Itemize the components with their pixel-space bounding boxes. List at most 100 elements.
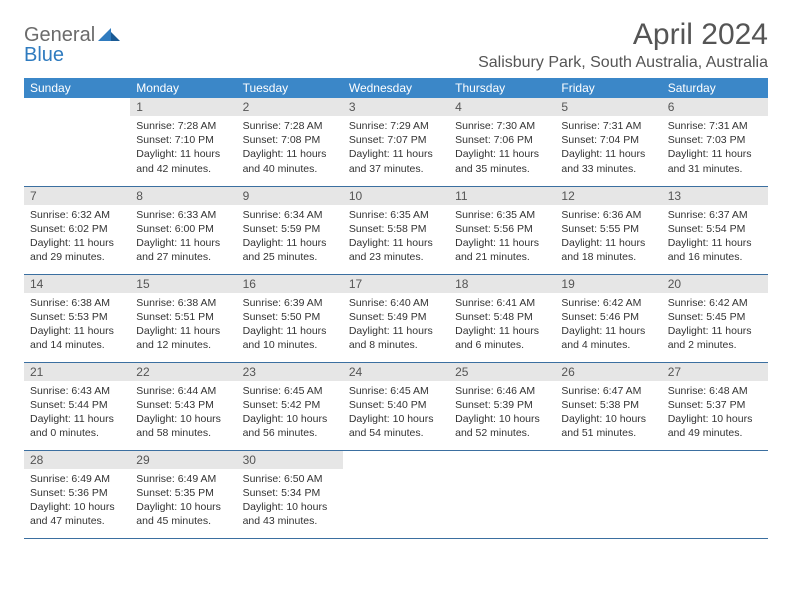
calendar-day-cell: 16Sunrise: 6:39 AMSunset: 5:50 PMDayligh…: [237, 274, 343, 362]
calendar-day-cell: 28Sunrise: 6:49 AMSunset: 5:36 PMDayligh…: [24, 450, 130, 538]
calendar-day-cell: 23Sunrise: 6:45 AMSunset: 5:42 PMDayligh…: [237, 362, 343, 450]
day-details: Sunrise: 6:32 AMSunset: 6:02 PMDaylight:…: [24, 205, 130, 269]
calendar-body: 1Sunrise: 7:28 AMSunset: 7:10 PMDaylight…: [24, 98, 768, 538]
calendar-week-row: 7Sunrise: 6:32 AMSunset: 6:02 PMDaylight…: [24, 186, 768, 274]
day-number: 21: [24, 363, 130, 381]
day-details: Sunrise: 7:28 AMSunset: 7:08 PMDaylight:…: [237, 116, 343, 180]
day-details: Sunrise: 7:30 AMSunset: 7:06 PMDaylight:…: [449, 116, 555, 180]
calendar-day-cell: [24, 98, 130, 186]
calendar-day-cell: 6Sunrise: 7:31 AMSunset: 7:03 PMDaylight…: [662, 98, 768, 186]
day-details: Sunrise: 6:35 AMSunset: 5:56 PMDaylight:…: [449, 205, 555, 269]
day-details: Sunrise: 6:49 AMSunset: 5:35 PMDaylight:…: [130, 469, 236, 533]
weekday-header: Wednesday: [343, 78, 449, 98]
day-details: Sunrise: 7:29 AMSunset: 7:07 PMDaylight:…: [343, 116, 449, 180]
calendar-day-cell: 10Sunrise: 6:35 AMSunset: 5:58 PMDayligh…: [343, 186, 449, 274]
calendar-day-cell: 5Sunrise: 7:31 AMSunset: 7:04 PMDaylight…: [555, 98, 661, 186]
calendar-table: SundayMondayTuesdayWednesdayThursdayFrid…: [24, 78, 768, 539]
day-details: Sunrise: 7:31 AMSunset: 7:04 PMDaylight:…: [555, 116, 661, 180]
day-number: 11: [449, 187, 555, 205]
day-number: 10: [343, 187, 449, 205]
calendar-day-cell: 12Sunrise: 6:36 AMSunset: 5:55 PMDayligh…: [555, 186, 661, 274]
day-number: 5: [555, 98, 661, 116]
day-details: Sunrise: 6:38 AMSunset: 5:53 PMDaylight:…: [24, 293, 130, 357]
logo-text-blue: Blue: [24, 44, 64, 66]
day-details: Sunrise: 6:42 AMSunset: 5:46 PMDaylight:…: [555, 293, 661, 357]
calendar-day-cell: 7Sunrise: 6:32 AMSunset: 6:02 PMDaylight…: [24, 186, 130, 274]
day-number: [662, 451, 768, 469]
calendar-day-cell: 14Sunrise: 6:38 AMSunset: 5:53 PMDayligh…: [24, 274, 130, 362]
day-number: 20: [662, 275, 768, 293]
day-details: Sunrise: 6:41 AMSunset: 5:48 PMDaylight:…: [449, 293, 555, 357]
calendar-day-cell: 17Sunrise: 6:40 AMSunset: 5:49 PMDayligh…: [343, 274, 449, 362]
day-number: 3: [343, 98, 449, 116]
day-details: Sunrise: 6:35 AMSunset: 5:58 PMDaylight:…: [343, 205, 449, 269]
day-number: 26: [555, 363, 661, 381]
calendar-day-cell: 25Sunrise: 6:46 AMSunset: 5:39 PMDayligh…: [449, 362, 555, 450]
calendar-week-row: 21Sunrise: 6:43 AMSunset: 5:44 PMDayligh…: [24, 362, 768, 450]
weekday-header: Sunday: [24, 78, 130, 98]
day-details: Sunrise: 6:44 AMSunset: 5:43 PMDaylight:…: [130, 381, 236, 445]
calendar-day-cell: 21Sunrise: 6:43 AMSunset: 5:44 PMDayligh…: [24, 362, 130, 450]
calendar-day-cell: 20Sunrise: 6:42 AMSunset: 5:45 PMDayligh…: [662, 274, 768, 362]
day-number: 23: [237, 363, 343, 381]
day-details: Sunrise: 6:37 AMSunset: 5:54 PMDaylight:…: [662, 205, 768, 269]
location-subtitle: Salisbury Park, South Australia, Austral…: [478, 54, 768, 72]
day-details: Sunrise: 6:34 AMSunset: 5:59 PMDaylight:…: [237, 205, 343, 269]
weekday-header: Thursday: [449, 78, 555, 98]
day-number: 24: [343, 363, 449, 381]
day-number: 4: [449, 98, 555, 116]
day-details: Sunrise: 6:38 AMSunset: 5:51 PMDaylight:…: [130, 293, 236, 357]
calendar-day-cell: [343, 450, 449, 538]
day-number: 18: [449, 275, 555, 293]
header: General April 2024 Salisbury Park, South…: [24, 18, 768, 72]
calendar-week-row: 28Sunrise: 6:49 AMSunset: 5:36 PMDayligh…: [24, 450, 768, 538]
calendar-day-cell: 8Sunrise: 6:33 AMSunset: 6:00 PMDaylight…: [130, 186, 236, 274]
day-number: 2: [237, 98, 343, 116]
calendar-week-row: 14Sunrise: 6:38 AMSunset: 5:53 PMDayligh…: [24, 274, 768, 362]
logo-triangle-icon: [98, 25, 120, 46]
calendar-day-cell: 15Sunrise: 6:38 AMSunset: 5:51 PMDayligh…: [130, 274, 236, 362]
calendar-day-cell: 30Sunrise: 6:50 AMSunset: 5:34 PMDayligh…: [237, 450, 343, 538]
day-details: Sunrise: 6:47 AMSunset: 5:38 PMDaylight:…: [555, 381, 661, 445]
day-number: 6: [662, 98, 768, 116]
day-details: Sunrise: 6:43 AMSunset: 5:44 PMDaylight:…: [24, 381, 130, 445]
day-number: [24, 98, 130, 116]
day-number: 27: [662, 363, 768, 381]
day-number: [449, 451, 555, 469]
day-number: [343, 451, 449, 469]
calendar-day-cell: 13Sunrise: 6:37 AMSunset: 5:54 PMDayligh…: [662, 186, 768, 274]
day-number: 9: [237, 187, 343, 205]
calendar-day-cell: 18Sunrise: 6:41 AMSunset: 5:48 PMDayligh…: [449, 274, 555, 362]
day-details: Sunrise: 6:42 AMSunset: 5:45 PMDaylight:…: [662, 293, 768, 357]
day-number: 14: [24, 275, 130, 293]
day-number: 19: [555, 275, 661, 293]
weekday-header: Friday: [555, 78, 661, 98]
day-details: Sunrise: 7:28 AMSunset: 7:10 PMDaylight:…: [130, 116, 236, 180]
calendar-day-cell: 24Sunrise: 6:45 AMSunset: 5:40 PMDayligh…: [343, 362, 449, 450]
weekday-header: Saturday: [662, 78, 768, 98]
calendar-day-cell: 22Sunrise: 6:44 AMSunset: 5:43 PMDayligh…: [130, 362, 236, 450]
day-number: 28: [24, 451, 130, 469]
calendar-week-row: 1Sunrise: 7:28 AMSunset: 7:10 PMDaylight…: [24, 98, 768, 186]
day-number: 8: [130, 187, 236, 205]
day-details: Sunrise: 6:45 AMSunset: 5:40 PMDaylight:…: [343, 381, 449, 445]
weekday-header: Monday: [130, 78, 236, 98]
calendar-day-cell: 29Sunrise: 6:49 AMSunset: 5:35 PMDayligh…: [130, 450, 236, 538]
calendar-day-cell: 27Sunrise: 6:48 AMSunset: 5:37 PMDayligh…: [662, 362, 768, 450]
day-number: 17: [343, 275, 449, 293]
calendar-day-cell: 2Sunrise: 7:28 AMSunset: 7:08 PMDaylight…: [237, 98, 343, 186]
day-details: Sunrise: 6:49 AMSunset: 5:36 PMDaylight:…: [24, 469, 130, 533]
calendar-day-cell: [449, 450, 555, 538]
day-number: [555, 451, 661, 469]
day-number: 29: [130, 451, 236, 469]
title-block: April 2024 Salisbury Park, South Austral…: [478, 18, 768, 72]
day-number: 12: [555, 187, 661, 205]
calendar-day-cell: 11Sunrise: 6:35 AMSunset: 5:56 PMDayligh…: [449, 186, 555, 274]
calendar-day-cell: [555, 450, 661, 538]
calendar-day-cell: 3Sunrise: 7:29 AMSunset: 7:07 PMDaylight…: [343, 98, 449, 186]
day-details: Sunrise: 6:46 AMSunset: 5:39 PMDaylight:…: [449, 381, 555, 445]
day-number: 30: [237, 451, 343, 469]
calendar-day-cell: 19Sunrise: 6:42 AMSunset: 5:46 PMDayligh…: [555, 274, 661, 362]
day-details: Sunrise: 6:33 AMSunset: 6:00 PMDaylight:…: [130, 205, 236, 269]
day-details: Sunrise: 6:50 AMSunset: 5:34 PMDaylight:…: [237, 469, 343, 533]
